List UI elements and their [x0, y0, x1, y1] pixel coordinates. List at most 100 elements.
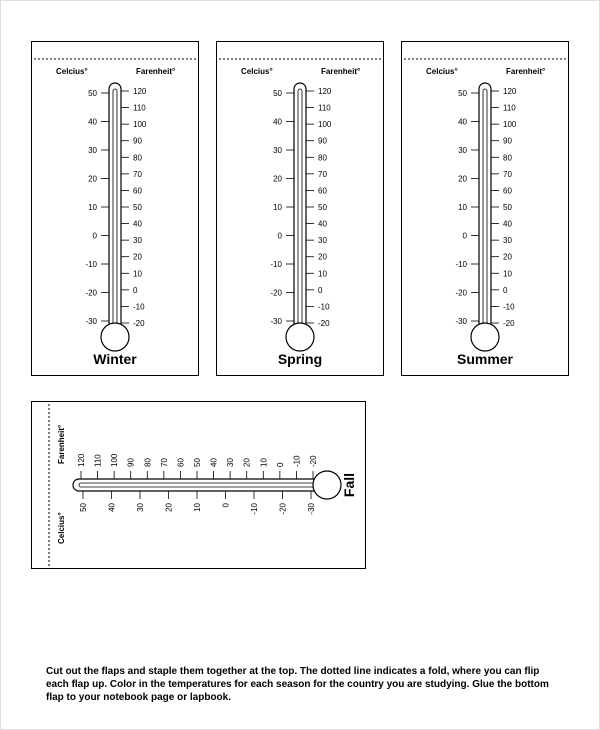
- svg-text:-20: -20: [279, 502, 288, 514]
- svg-text:10: 10: [88, 203, 97, 212]
- thermometer-card-fall: Celcius°Farenheit°50403020100-10-20-3012…: [31, 401, 366, 569]
- svg-text:-30: -30: [270, 317, 282, 326]
- svg-text:-10: -10: [455, 260, 467, 269]
- svg-text:20: 20: [458, 175, 467, 184]
- svg-text:60: 60: [318, 186, 327, 195]
- svg-text:100: 100: [110, 453, 119, 467]
- svg-text:10: 10: [273, 203, 282, 212]
- svg-text:30: 30: [458, 146, 467, 155]
- svg-text:30: 30: [136, 502, 145, 511]
- thermometer-card-spring: Celcius° Farenheit° 50 40 30 20 10 0 -10 -20 -30 12…: [216, 41, 384, 376]
- svg-text:0: 0: [93, 232, 98, 241]
- svg-text:-10: -10: [250, 502, 259, 514]
- svg-text:-20: -20: [133, 319, 145, 328]
- svg-text:110: 110: [133, 104, 146, 113]
- svg-text:70: 70: [160, 458, 169, 467]
- svg-text:Farenheit°: Farenheit°: [321, 67, 360, 76]
- svg-text:40: 40: [88, 118, 97, 127]
- svg-text:90: 90: [127, 458, 136, 467]
- svg-text:Celcius°: Celcius°: [241, 67, 273, 76]
- svg-text:-10: -10: [133, 302, 145, 311]
- svg-text:0: 0: [222, 502, 231, 507]
- bottom-row: Celcius°Farenheit°50403020100-10-20-3012…: [31, 401, 569, 574]
- svg-text:60: 60: [133, 186, 142, 195]
- svg-text:Fall: Fall: [341, 473, 357, 497]
- svg-text:0: 0: [503, 286, 508, 295]
- svg-text:50: 50: [318, 203, 327, 212]
- svg-text:30: 30: [503, 236, 512, 245]
- svg-text:-10: -10: [85, 260, 97, 269]
- svg-text:70: 70: [133, 170, 142, 179]
- svg-text:50: 50: [133, 203, 142, 212]
- svg-text:-20: -20: [318, 319, 330, 328]
- svg-text:10: 10: [259, 458, 268, 467]
- svg-text:30: 30: [318, 236, 327, 245]
- svg-text:100: 100: [133, 120, 147, 129]
- svg-text:-20: -20: [309, 455, 318, 467]
- svg-text:50: 50: [503, 203, 512, 212]
- svg-text:90: 90: [503, 137, 512, 146]
- worksheet-page: Celcius°Farenheit°50403020100-10-20-3012…: [0, 0, 600, 730]
- svg-text:20: 20: [273, 175, 282, 184]
- svg-text:90: 90: [318, 137, 327, 146]
- svg-text:20: 20: [503, 253, 512, 262]
- svg-text:Celcius°: Celcius°: [56, 67, 88, 76]
- svg-text:110: 110: [318, 104, 331, 113]
- svg-text:Summer: Summer: [457, 351, 514, 367]
- svg-text:Farenheit°: Farenheit°: [57, 425, 66, 464]
- svg-text:50: 50: [79, 502, 88, 511]
- svg-text:70: 70: [318, 170, 327, 179]
- svg-text:110: 110: [94, 454, 103, 467]
- svg-text:60: 60: [503, 186, 512, 195]
- svg-text:-10: -10: [270, 260, 282, 269]
- thermometer-card-winter: Celcius°Farenheit°50403020100-10-20-3012…: [31, 41, 199, 376]
- svg-text:120: 120: [503, 87, 517, 96]
- svg-text:-10: -10: [318, 302, 330, 311]
- svg-text:80: 80: [318, 153, 327, 162]
- top-row: Celcius°Farenheit°50403020100-10-20-3012…: [31, 41, 569, 376]
- svg-text:100: 100: [503, 120, 517, 129]
- svg-text:30: 30: [226, 458, 235, 467]
- svg-text:50: 50: [193, 458, 202, 467]
- svg-text:-20: -20: [455, 289, 467, 298]
- svg-text:20: 20: [133, 253, 142, 262]
- svg-text:40: 40: [108, 502, 117, 511]
- svg-text:10: 10: [193, 502, 202, 511]
- svg-text:-30: -30: [85, 317, 97, 326]
- svg-text:40: 40: [458, 118, 467, 127]
- svg-text:-30: -30: [307, 502, 316, 514]
- thermometer-card-summer: Celcius°Farenheit°50403020100-10-20-3012…: [401, 41, 569, 376]
- svg-text:60: 60: [176, 458, 185, 467]
- svg-text:20: 20: [318, 253, 327, 262]
- svg-text:40: 40: [210, 458, 219, 467]
- instructions-text: Cut out the flaps and staple them togeth…: [46, 665, 554, 704]
- svg-text:0: 0: [133, 286, 138, 295]
- svg-text:Spring: Spring: [278, 351, 322, 367]
- svg-text:30: 30: [273, 146, 282, 155]
- svg-text:120: 120: [318, 87, 332, 96]
- svg-text:40: 40: [133, 220, 142, 229]
- svg-text:Farenheit°: Farenheit°: [136, 67, 175, 76]
- svg-text:30: 30: [88, 146, 97, 155]
- svg-text:0: 0: [318, 286, 323, 295]
- svg-text:10: 10: [503, 269, 512, 278]
- svg-text:80: 80: [133, 153, 142, 162]
- svg-text:Winter: Winter: [93, 351, 137, 367]
- svg-text:Celcius°: Celcius°: [57, 512, 66, 544]
- svg-text:90: 90: [133, 137, 142, 146]
- svg-text:-20: -20: [270, 289, 282, 298]
- svg-text:10: 10: [133, 269, 142, 278]
- svg-text:70: 70: [503, 170, 512, 179]
- svg-text:120: 120: [133, 87, 147, 96]
- svg-text:50: 50: [458, 89, 467, 98]
- svg-text:110: 110: [503, 104, 516, 113]
- svg-text:80: 80: [503, 153, 512, 162]
- svg-text:40: 40: [503, 220, 512, 229]
- svg-text:50: 50: [273, 89, 282, 98]
- svg-text:-10: -10: [292, 455, 301, 467]
- svg-text:-10: -10: [503, 302, 515, 311]
- svg-text:10: 10: [458, 203, 467, 212]
- svg-text:120: 120: [77, 453, 86, 467]
- svg-text:0: 0: [463, 232, 468, 241]
- svg-text:40: 40: [273, 118, 282, 127]
